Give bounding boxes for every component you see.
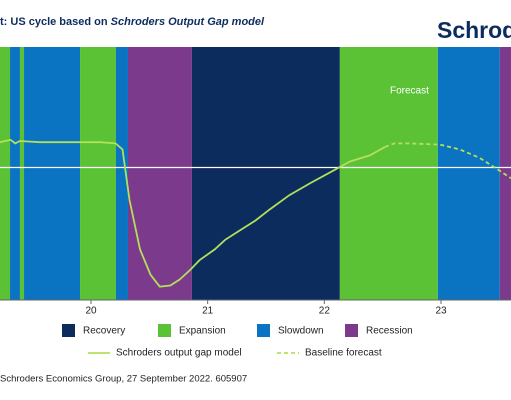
- phase-band: [0, 47, 11, 300]
- legend-label: Baseline forecast: [305, 348, 382, 359]
- phase-band: [339, 47, 438, 300]
- source: Schroders Economics Group, 27 September …: [0, 374, 247, 385]
- phase-band: [115, 47, 128, 300]
- legend-swatch: [257, 324, 270, 337]
- x-tick-label: 22: [319, 306, 331, 317]
- logo: Schrod: [437, 17, 511, 43]
- title-emphasis: Schroders Output Gap model: [111, 16, 265, 28]
- phase-band: [437, 47, 500, 300]
- chart-title: t: US cycle based on Schroders Output Ga…: [0, 16, 265, 28]
- legend-label: Slowdown: [278, 326, 324, 337]
- series-line: [0, 138, 386, 288]
- legend-swatch: [345, 324, 358, 337]
- legend-label: Recovery: [83, 326, 125, 337]
- series-line: [384, 142, 511, 180]
- phase-band: [10, 47, 20, 300]
- phase-band: [191, 47, 340, 300]
- title-prefix: t: US cycle based on: [0, 16, 108, 28]
- legend-swatch: [158, 324, 171, 337]
- phase-band: [24, 47, 81, 300]
- legend-label: Expansion: [179, 326, 226, 337]
- legend-label: Schroders output gap model: [116, 348, 242, 359]
- phase-band: [80, 47, 116, 300]
- x-tick-label: 23: [435, 306, 447, 317]
- phase-band: [127, 47, 192, 300]
- x-tick-label: 21: [202, 306, 214, 317]
- x-tick-label: 20: [85, 306, 97, 317]
- legend-swatch: [62, 324, 75, 337]
- phase-band: [19, 47, 25, 300]
- annotation: Forecast: [390, 86, 429, 97]
- plot-area: Forecast: [0, 47, 511, 300]
- phase-band: [499, 47, 511, 300]
- legend-label: Recession: [366, 326, 413, 337]
